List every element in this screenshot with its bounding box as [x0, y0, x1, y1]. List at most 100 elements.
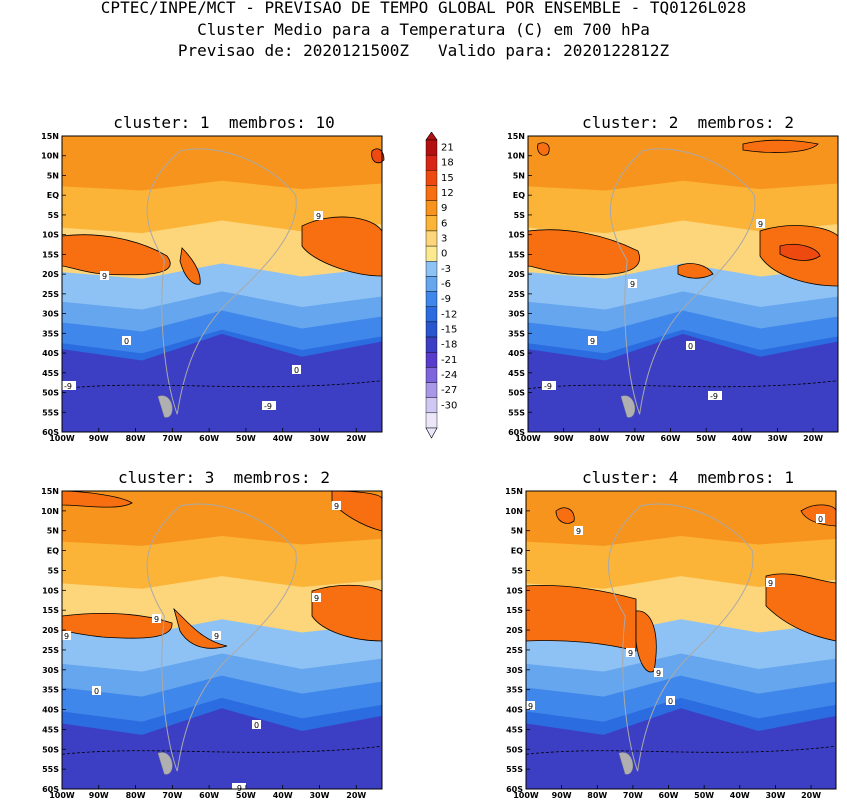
- header-line-2: Cluster Medio para a Temperatura (C) em …: [197, 20, 650, 39]
- continent-outline: [146, 503, 297, 772]
- svg-text:9: 9: [576, 527, 581, 536]
- svg-text:0: 0: [818, 515, 823, 524]
- lat-label: 60S: [42, 785, 59, 794]
- lat-label: 60S: [42, 428, 59, 437]
- contour-label: 9: [756, 219, 765, 229]
- contour-label: 9: [314, 211, 323, 221]
- lat-label: 40S: [42, 349, 59, 358]
- lat-label: 10S: [42, 586, 59, 595]
- lon-label: 40W: [730, 791, 750, 800]
- contour-label: 9: [152, 614, 161, 624]
- map-plot-area: 9 9 0 0 -9 -9 15N 10N 5N EQ 5S 10S 15S 20S 25S 30S 35S 40…: [41, 132, 385, 443]
- lon-label: 50W: [236, 791, 256, 800]
- lat-label: 10N: [505, 507, 523, 516]
- lon-label: 90W: [89, 791, 109, 800]
- temperature-contour-region: [179, 247, 201, 285]
- header-line-3: Previsao de: 2020121500Z Valido para: 20…: [177, 41, 670, 60]
- temperature-contour-region: [527, 229, 640, 276]
- map-plot-area: 9 9 9 0 -9 -9 15N 10N 5N EQ 5S 10S 15S 20S 25S 30S 35S 40…: [507, 132, 839, 443]
- lon-label: 90W: [89, 434, 109, 443]
- temperature-contour-region: [677, 263, 714, 279]
- lat-label: 25S: [42, 290, 59, 299]
- lat-label: 15N: [505, 487, 523, 496]
- colorbar-label: 12: [441, 188, 454, 199]
- svg-text:0: 0: [294, 366, 299, 375]
- temperature-contour-region: [173, 607, 228, 649]
- patagonia-landmass: [620, 395, 636, 418]
- lat-label: 10S: [42, 231, 59, 240]
- lat-label: 20S: [506, 626, 523, 635]
- lat-label: 15N: [41, 132, 59, 141]
- colorbar-label: -27: [441, 385, 457, 396]
- svg-text:0: 0: [688, 342, 693, 351]
- continent-outline: [608, 503, 754, 772]
- svg-text:-9: -9: [264, 402, 272, 411]
- temperature-contour-region: [742, 139, 819, 153]
- contour-label: -9: [542, 381, 556, 391]
- contour-label: 9: [212, 631, 221, 641]
- lon-label: 90W: [554, 434, 574, 443]
- lat-label: 30S: [42, 310, 59, 319]
- colorbar-label: 0: [441, 249, 447, 260]
- lat-label: 50S: [506, 745, 523, 754]
- lat-label: 10N: [507, 152, 525, 161]
- lon-label: 30W: [765, 791, 785, 800]
- lon-label: 80W: [589, 434, 609, 443]
- svg-text:9: 9: [316, 212, 321, 221]
- svg-text:9: 9: [590, 337, 595, 346]
- lon-label: 90W: [552, 791, 572, 800]
- contour-label: 9: [574, 526, 583, 536]
- lon-label: 30W: [309, 791, 329, 800]
- lat-label: 30S: [508, 310, 525, 319]
- contour-label: 9: [332, 501, 341, 511]
- map-frame: [525, 490, 837, 790]
- lat-label: EQ: [511, 547, 523, 556]
- lon-label: 100W: [513, 791, 539, 800]
- colorbar-swatch: [425, 291, 438, 307]
- colorbar-swatch: [425, 185, 438, 201]
- lon-label: 50W: [694, 791, 714, 800]
- lat-label: 15S: [506, 606, 523, 615]
- contour-label: 9: [588, 336, 597, 346]
- colorbar-swatch: [425, 382, 438, 398]
- colorbar-swatch: [425, 245, 438, 262]
- colorbar-swatch: [425, 170, 438, 186]
- svg-text:9: 9: [214, 632, 219, 641]
- colorbar-swatch: [425, 200, 438, 216]
- lat-label: EQ: [513, 191, 525, 200]
- lat-label: 40S: [42, 706, 59, 715]
- panel-title-2: cluster: 2 membros: 2: [582, 113, 794, 132]
- panel-title-3: cluster: 3 membros: 2: [118, 468, 330, 487]
- contour-label: 9: [654, 668, 663, 678]
- map-frame: [61, 135, 383, 433]
- svg-text:9: 9: [628, 649, 633, 658]
- lat-label: 35S: [508, 329, 525, 338]
- contour-label: -9: [262, 401, 276, 411]
- lat-label: 5N: [513, 171, 525, 180]
- lat-label: 60S: [506, 785, 523, 794]
- colorbar-label: -18: [441, 340, 457, 351]
- lon-label: 20W: [801, 791, 821, 800]
- contour-label: 0: [122, 336, 131, 346]
- contour-label: 0: [816, 514, 825, 524]
- lon-label: 80W: [587, 791, 607, 800]
- colorbar-swatch: [425, 412, 438, 429]
- lat-label: 5S: [512, 566, 524, 575]
- lat-label: 55S: [506, 765, 523, 774]
- lat-label: 25S: [508, 290, 525, 299]
- colorbar-label: -21: [441, 355, 457, 366]
- colorbar-swatch: [425, 230, 438, 247]
- lon-label: 40W: [273, 434, 293, 443]
- lat-label: EQ: [47, 191, 59, 200]
- svg-text:9: 9: [656, 669, 661, 678]
- lat-label: 10S: [506, 586, 523, 595]
- colorbar-swatch: [425, 154, 438, 171]
- map-panel-4: 9 9 9 9 9 0 0 15N 10N 5N EQ 5S 10S 15S 20S 25S 30S 35S 40S…: [505, 487, 837, 800]
- temperature-contour-region: [525, 584, 637, 652]
- colorbar-label: -30: [441, 400, 457, 411]
- lat-label: 5N: [511, 527, 523, 536]
- temperature-band: [62, 333, 382, 432]
- lon-label: 100W: [49, 791, 75, 800]
- lat-label: 5S: [514, 211, 526, 220]
- lon-label: 50W: [236, 434, 256, 443]
